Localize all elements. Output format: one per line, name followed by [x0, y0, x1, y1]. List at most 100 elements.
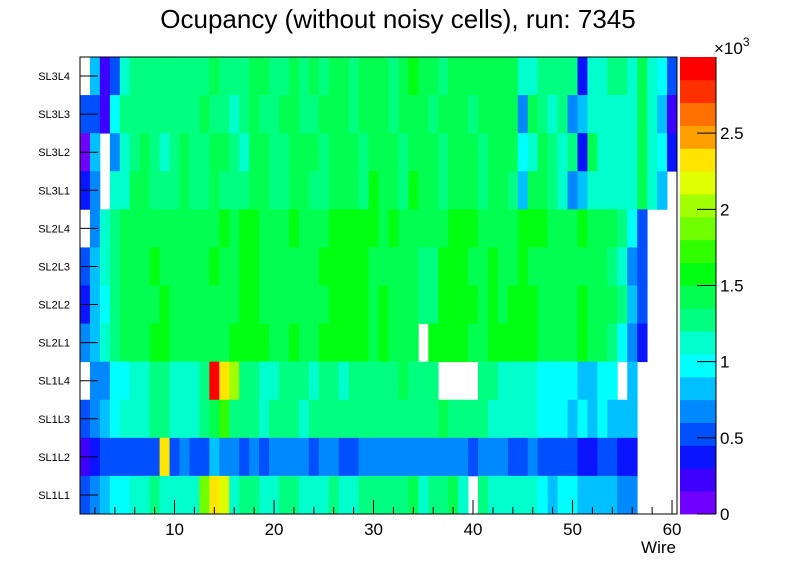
heatmap-cell: [328, 475, 340, 515]
color-scale-swatch: [680, 285, 716, 309]
heatmap-cell: [637, 247, 648, 286]
heatmap-cell: [557, 171, 568, 210]
heatmap-cell: [597, 247, 608, 286]
heatmap-cell: [547, 57, 558, 96]
heatmap-cell: [298, 95, 310, 134]
heatmap-cell: [627, 323, 638, 363]
heatmap-cell: [547, 285, 558, 324]
heatmap-cell: [567, 171, 578, 210]
heatmap-cell: [657, 133, 668, 172]
heatmap-cell: [338, 247, 350, 286]
heatmap-cell: [597, 361, 608, 401]
heatmap-cell: [428, 57, 439, 96]
heatmap-cell: [169, 171, 180, 210]
heatmap-cell: [318, 133, 330, 172]
heatmap-cell: [398, 133, 409, 172]
heatmap-cell: [617, 133, 628, 172]
heatmap-cell: [129, 399, 141, 439]
heatmap-cell: [388, 209, 399, 248]
heatmap-cell: [597, 171, 608, 210]
heatmap-cell: [458, 133, 469, 172]
color-scale-swatch: [680, 468, 716, 492]
heatmap-cell: [557, 475, 568, 515]
heatmap-cell: [269, 361, 280, 401]
heatmap-cell: [139, 133, 151, 172]
heatmap-cell: [109, 361, 121, 401]
heatmap-cell: [169, 57, 180, 96]
x-axis-label: Wire: [641, 538, 676, 557]
heatmap-cell: [527, 171, 539, 210]
color-scale-swatch: [680, 57, 716, 81]
heatmap-cell: [398, 247, 409, 286]
heatmap-cell: [527, 323, 539, 363]
heatmap-cell: [179, 133, 190, 172]
heatmap-cell: [139, 95, 151, 134]
heatmap-cell: [478, 285, 489, 324]
heatmap-cell: [567, 437, 578, 477]
heatmap-cell: [288, 323, 300, 363]
heatmap-cell: [497, 361, 509, 401]
heatmap-cell: [368, 323, 379, 363]
x-tick-label: 50: [563, 520, 582, 539]
heatmap-cell: [537, 95, 549, 134]
heatmap-cell: [288, 95, 300, 134]
heatmap-cell: [119, 437, 131, 477]
heatmap-cell: [537, 171, 549, 210]
heatmap-cell: [657, 95, 668, 134]
heatmap-cell: [398, 399, 409, 439]
heatmap-cell: [358, 285, 369, 324]
heatmap-cell: [239, 171, 250, 210]
heatmap-cell: [308, 133, 320, 172]
heatmap-cell: [438, 323, 449, 363]
heatmap-cell: [139, 475, 151, 515]
heatmap-cell: [99, 57, 111, 96]
heatmap-cell: [607, 247, 618, 286]
heatmap-cell: [269, 209, 280, 248]
heatmap-cell: [378, 323, 389, 363]
heatmap-cell: [358, 57, 369, 96]
color-scale-tick-label: 1.5: [720, 277, 744, 296]
heatmap-cell: [109, 247, 121, 286]
heatmap-cell: [259, 133, 270, 172]
heatmap-cell: [308, 209, 320, 248]
heatmap-cell: [179, 285, 190, 324]
heatmap-cell: [209, 57, 220, 96]
heatmap-cell: [448, 285, 459, 324]
heatmap-cell: [139, 285, 151, 324]
heatmap-cell: [617, 247, 628, 286]
heatmap-cell: [438, 57, 449, 96]
heatmap-cell: [149, 437, 160, 477]
heatmap-cell: [348, 209, 359, 248]
heatmap-cell: [169, 323, 180, 363]
heatmap-cell: [269, 57, 280, 96]
heatmap-cell: [288, 361, 300, 401]
heatmap-cell: [657, 57, 668, 96]
heatmap-cell: [567, 285, 578, 324]
heatmap-cell: [567, 399, 578, 439]
heatmap-cell: [497, 437, 509, 477]
heatmap-cell: [358, 209, 369, 248]
heatmap-cell: [378, 475, 389, 515]
heatmap-cell: [478, 361, 489, 401]
heatmap-cell: [428, 285, 439, 324]
heatmap-cell: [259, 247, 270, 286]
heatmap-cell: [468, 209, 479, 248]
heatmap-cell: [149, 285, 160, 324]
heatmap-cell: [458, 475, 469, 515]
heatmap-cell: [577, 247, 588, 286]
heatmap-cell: [348, 171, 359, 210]
heatmap-cell: [448, 399, 459, 439]
heatmap-cell: [408, 247, 419, 286]
heatmap-cell: [428, 95, 439, 134]
heatmap-cell: [408, 171, 419, 210]
heatmap-cell: [507, 133, 519, 172]
heatmap-cell: [378, 209, 389, 248]
heatmap-cell: [189, 475, 200, 515]
heatmap-cell: [279, 437, 290, 477]
heatmap-cell: [567, 209, 578, 248]
heatmap-cell: [199, 247, 210, 286]
heatmap-cell: [378, 399, 389, 439]
heatmap-cell: [338, 209, 350, 248]
heatmap-cell: [438, 437, 449, 477]
